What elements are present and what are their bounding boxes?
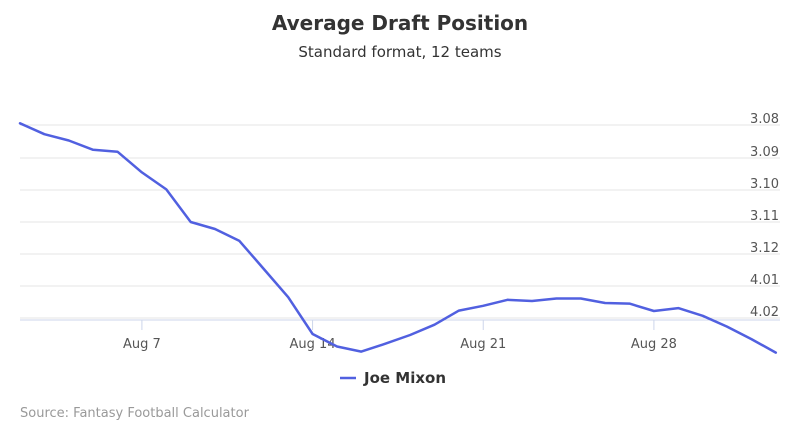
y-tick-label: 3.11 [750,209,779,224]
legend-label-joe-mixon: Joe Mixon [363,369,446,387]
y-tick-label: 4.02 [750,305,779,320]
y-tick-label: 3.09 [750,145,779,160]
x-tick-label: Aug 21 [460,337,506,352]
plot-area [18,122,778,354]
x-tick-label: Aug 7 [123,337,161,352]
y-tick-label: 3.12 [750,241,779,256]
chart-subtitle: Standard format, 12 teams [298,43,501,61]
chart-title: Average Draft Position [272,11,528,35]
x-tick-label: Aug 28 [631,337,677,352]
x-tick-label: Aug 14 [290,337,336,352]
y-tick-label: 3.10 [750,177,779,192]
y-tick-label: 4.01 [750,273,779,288]
grid-lines [20,124,780,319]
y-axis-labels: 3.08 3.09 3.10 3.11 3.12 4.01 4.02 [750,112,779,320]
y-tick-label: 3.08 [750,112,779,127]
x-axis: Aug 7 Aug 14 Aug 21 Aug 28 [20,319,780,352]
series-line-joe-mixon [18,122,778,354]
source-credit: Source: Fantasy Football Calculator [20,406,250,421]
legend[interactable]: Joe Mixon [340,369,446,387]
